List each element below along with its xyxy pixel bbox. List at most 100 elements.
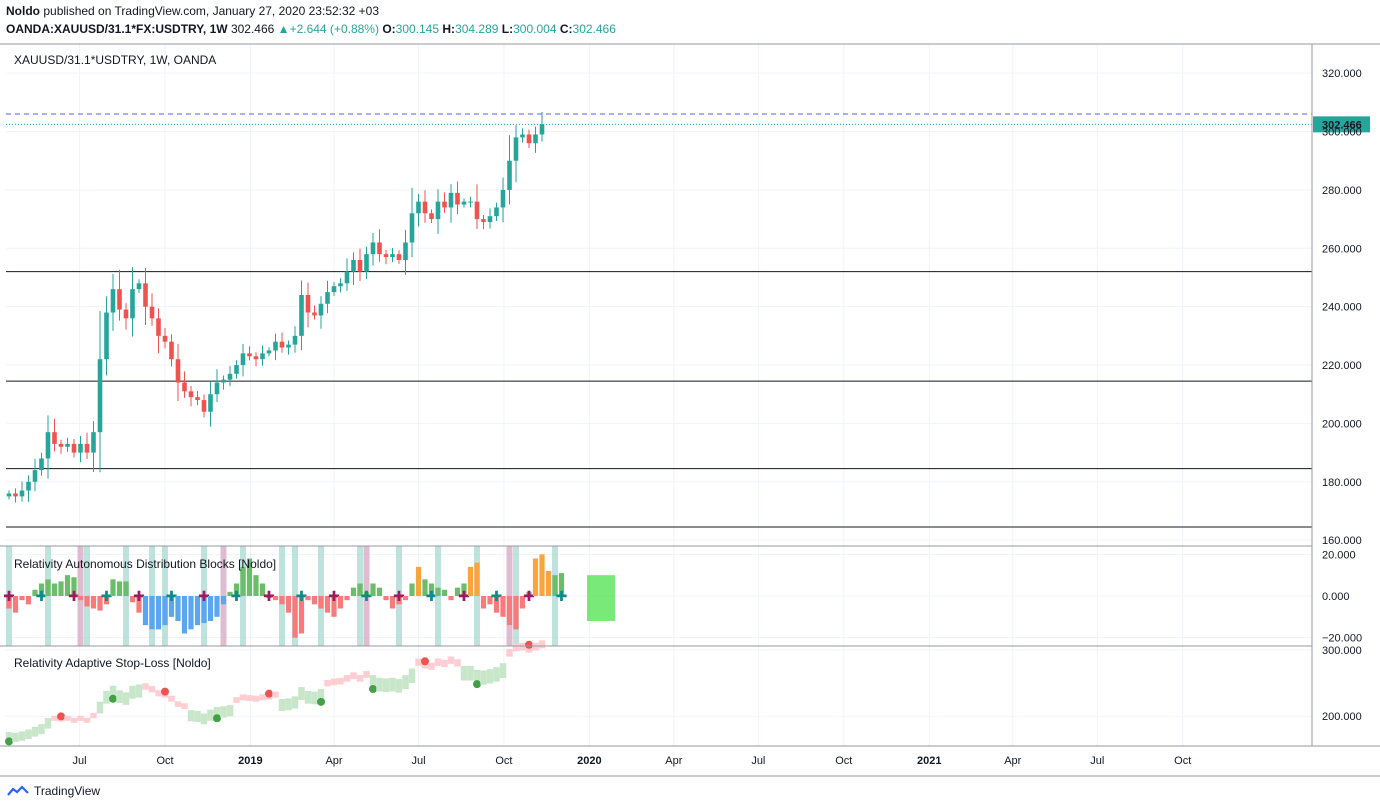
candle-body: [312, 312, 317, 316]
stoploss-dot: [525, 640, 533, 649]
candle-body: [26, 481, 31, 491]
distribution-bar: [181, 596, 188, 634]
distribution-bar: [448, 596, 454, 601]
x-tick-label: Oct: [495, 755, 512, 767]
candle-body: [221, 379, 226, 383]
distribution-bar: [376, 587, 383, 596]
distribution-bar: [383, 596, 389, 601]
distribution-bar: [357, 583, 363, 596]
distribution-bar: [474, 562, 480, 596]
distribution-bar: [45, 579, 51, 596]
candle-body: [351, 259, 356, 272]
last-price-tag: [1313, 116, 1370, 133]
price-tick-label: 260.000: [1322, 243, 1362, 255]
distribution-bar: [259, 583, 266, 596]
candle-body: [175, 359, 181, 383]
distribution-bar: [162, 596, 168, 626]
cross-marker: ✚: [296, 588, 308, 604]
stoploss-dot: [213, 714, 221, 723]
x-tick-label: Apr: [325, 755, 342, 767]
price-pane[interactable]: 302.466: [6, 112, 1370, 528]
candle-body: [13, 493, 18, 497]
price-tick-label: 160.000: [1322, 535, 1362, 547]
stoploss-dot: [265, 689, 273, 698]
distribution-bar: [116, 581, 123, 596]
candle-body: [409, 213, 415, 243]
candle-body: [214, 382, 220, 395]
distribution-bar: [513, 596, 519, 630]
price-tick-label: 300.000: [1322, 127, 1362, 139]
candle-body: [461, 201, 467, 205]
high-value: 304.289: [455, 22, 499, 36]
cross-marker: ✚: [263, 588, 275, 604]
candle-body: [390, 254, 395, 258]
candle-body: [195, 397, 200, 401]
sl-tick-label: 300.000: [1322, 645, 1362, 657]
distribution-bar: [493, 596, 500, 613]
distribution-bar: [539, 554, 545, 596]
distribution-blocks-pane[interactable]: ✚ ✚ ✚ ✚ ✚ ✚ ✚ ✚ ✚ ✚ ✚ ✚ ✚ ✚ ✚ ✚ ✚ ✚: [3, 546, 615, 646]
stoploss-dot: [473, 680, 481, 689]
distribution-bar: [19, 596, 25, 601]
distribution-bar: [324, 596, 331, 613]
price-change: +2.644 (+0.88%): [289, 22, 379, 36]
distribution-bar: [129, 596, 136, 603]
distribution-bar: [64, 575, 71, 596]
tradingview-brand[interactable]: TradingView: [6, 784, 100, 798]
candle-body: [338, 283, 343, 287]
candle-body: [292, 335, 298, 345]
candle-body: [182, 382, 187, 392]
x-tick-label: Jul: [751, 755, 765, 767]
symbol-ohlc-line: OANDA:XAUUSD/31.1*FX:USDTRY, 1W 302.466 …: [6, 22, 616, 36]
distribution-bar: [552, 575, 558, 596]
candle-body: [494, 207, 499, 217]
x-tick-label: Oct: [156, 755, 173, 767]
stoploss-dot: [5, 737, 13, 746]
candle-body: [364, 254, 369, 272]
candle-body: [533, 134, 538, 144]
cross-marker: ✚: [458, 588, 470, 604]
distribution-bar: [363, 591, 370, 596]
candle-body: [143, 283, 148, 307]
x-tick-label: Oct: [835, 755, 852, 767]
candle-body: [78, 443, 83, 453]
candle-body: [526, 134, 532, 144]
x-tick-label: 2019: [238, 755, 262, 767]
x-tick-label: 2020: [577, 755, 601, 767]
candle-body: [247, 353, 252, 357]
high-label: H:: [442, 22, 456, 36]
stoploss-dot: [161, 687, 169, 696]
cross-marker: ✚: [393, 588, 405, 604]
candle-body: [273, 341, 278, 351]
candle-body: [383, 254, 389, 258]
distribution-bar: [84, 596, 90, 607]
x-tick-label: Apr: [1004, 755, 1021, 767]
distribution-bar: [415, 566, 422, 596]
distribution-bar: [58, 581, 64, 596]
distribution-bar: [558, 573, 565, 596]
candle-body: [149, 306, 155, 319]
candle-body: [6, 493, 12, 497]
candle-body: [416, 201, 421, 214]
candle-body: [52, 432, 57, 444]
stop-loss-pane[interactable]: [5, 640, 546, 746]
candle-body: [240, 353, 246, 366]
distribution-bar: [318, 596, 324, 609]
cross-marker: ✚: [198, 588, 210, 604]
cross-marker: ✚: [3, 588, 15, 604]
distribution-bar: [142, 596, 149, 626]
close-label: C:: [559, 22, 573, 36]
candle-body: [65, 443, 70, 447]
distribution-bar: [441, 589, 448, 596]
candle-body: [104, 312, 109, 360]
distribution-bar: [454, 587, 461, 596]
publisher-name[interactable]: Noldo: [6, 4, 40, 18]
distribution-bar: [532, 558, 539, 596]
x-tick-label: Apr: [665, 755, 682, 767]
distribution-bar: [389, 596, 396, 609]
stoploss-dot: [57, 712, 65, 721]
distribution-bar: [480, 596, 487, 609]
candle-body: [253, 356, 259, 360]
x-tick-label: Jul: [1090, 755, 1104, 767]
